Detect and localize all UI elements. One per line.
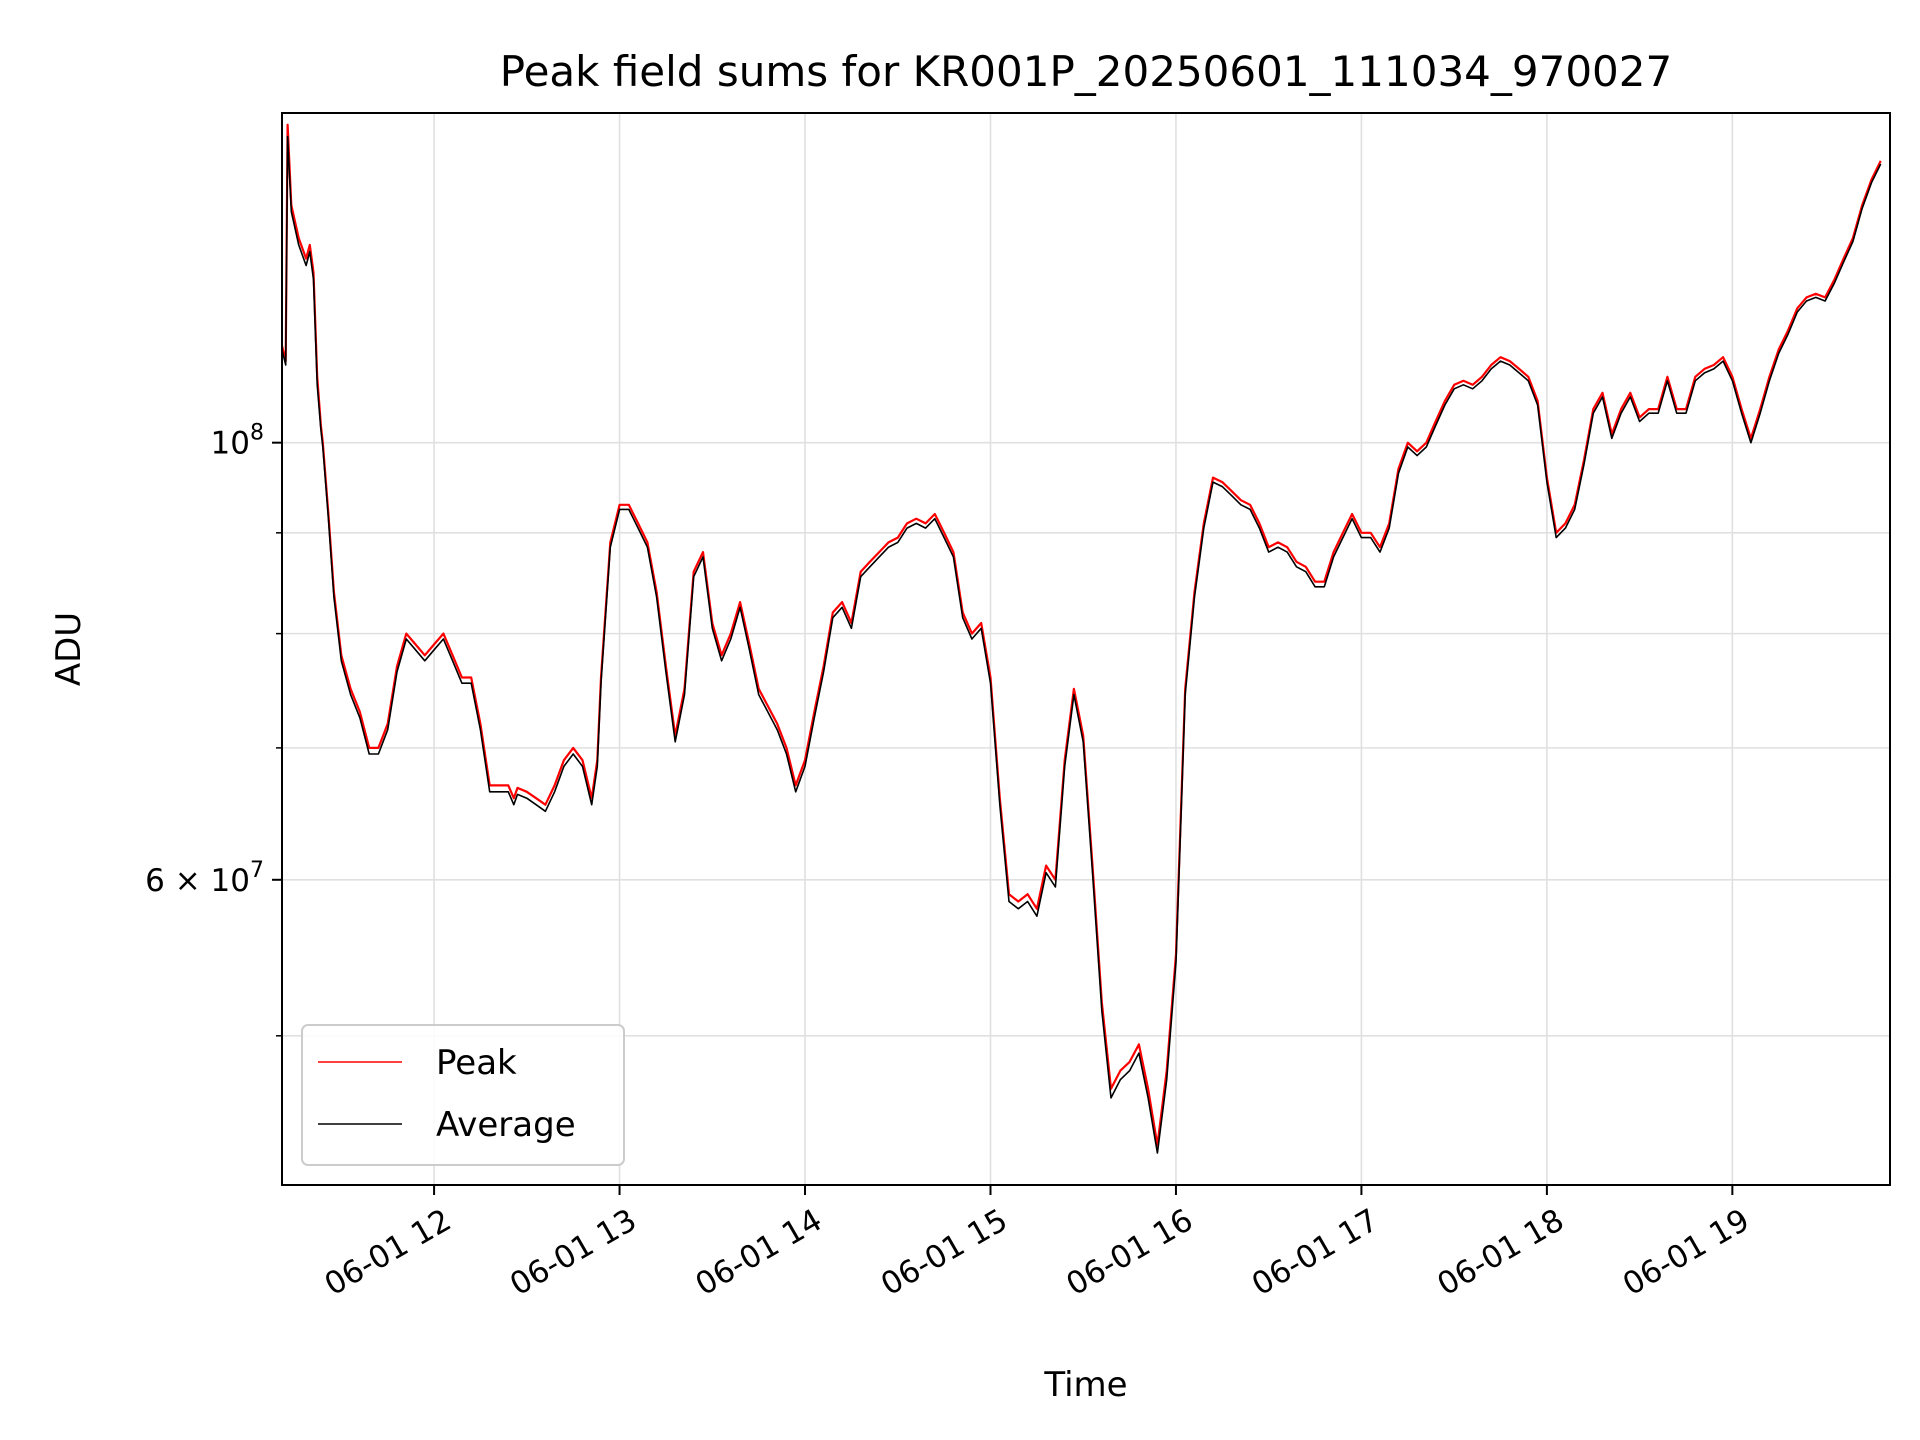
x-axis-label: Time (1043, 1365, 1127, 1405)
y-tick-label: 108 (211, 421, 264, 462)
series-line-average (282, 135, 1882, 1154)
plot-frame (281, 112, 1891, 1186)
legend-box (301, 1024, 625, 1166)
legend: Peak Average (301, 1024, 625, 1166)
y-tick-label: 6 × 107 (145, 858, 264, 899)
series-line-peak (282, 123, 1882, 1147)
chart-title: Peak field sums for KR001P_20250601_1110… (500, 47, 1672, 96)
legend-peak-label: Peak (436, 1043, 517, 1083)
legend-average-label: Average (436, 1105, 576, 1145)
y-axis-label: ADU (49, 612, 89, 686)
plot-area (282, 123, 1882, 1154)
y-axis: 6 × 107 108 (145, 421, 282, 1037)
